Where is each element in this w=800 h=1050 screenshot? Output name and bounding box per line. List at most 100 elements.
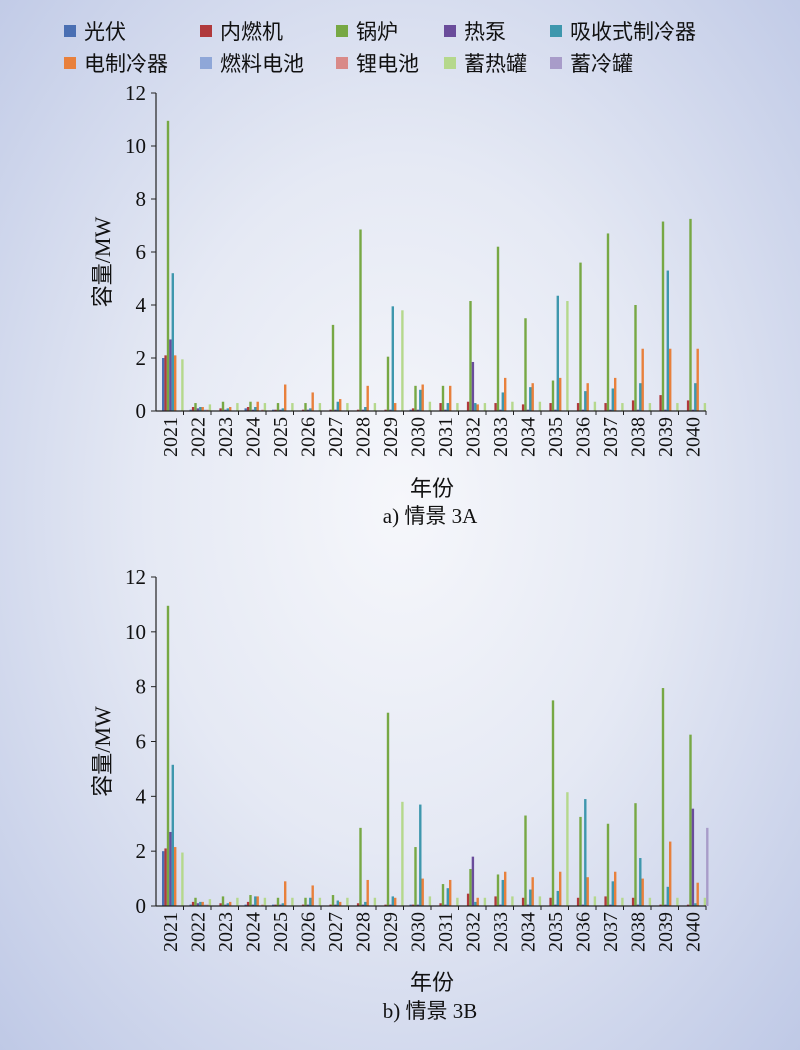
legend-item-heat-storage-tank: 蓄热罐 — [444, 48, 527, 78]
y-tick-label: 6 — [136, 730, 147, 754]
legend-swatch-cold-storage-tank — [550, 57, 562, 69]
x-tick-label: 2024 — [242, 417, 264, 457]
bar-boiler-2036 — [579, 262, 582, 411]
x-tick-label: 2031 — [435, 417, 457, 457]
bar-absorption-chiller-2031 — [446, 888, 449, 906]
bar-boiler-2032 — [469, 868, 472, 906]
bar-absorption-chiller-2040 — [694, 383, 697, 411]
bar-fuel-cell-2022 — [203, 409, 207, 411]
bar-heat-storage-tank-2024 — [263, 403, 267, 411]
bar-ice-2025 — [274, 409, 277, 411]
bar-ice-2033 — [494, 403, 497, 411]
chart-caption: a) 情景 3A — [383, 504, 478, 528]
x-tick-label: 2028 — [352, 912, 374, 952]
bar-boiler-2022 — [194, 403, 197, 411]
legend-label-boiler: 锅炉 — [356, 20, 398, 44]
bar-heat-pump-2022 — [196, 408, 200, 411]
bar-ice-2021 — [164, 355, 167, 411]
bar-boiler-2038 — [634, 803, 637, 906]
legend-item-li-battery: 锂电池 — [336, 48, 419, 78]
bar-ice-2040 — [686, 904, 690, 906]
bar-ice-2024 — [246, 407, 250, 411]
bar-absorption-chiller-2036 — [584, 391, 587, 412]
bar-boiler-2027 — [331, 895, 335, 906]
legend-label-fuel-cell: 燃料电池 — [220, 52, 304, 76]
bar-heat-storage-tank-2038 — [648, 897, 652, 906]
bar-heat-pump-2031 — [444, 904, 447, 906]
bar-electric-chiller-2035 — [559, 377, 562, 412]
bar-ice-2030 — [411, 408, 415, 411]
bar-heat-pump-2021 — [169, 339, 172, 411]
bar-ice-2034 — [521, 404, 525, 412]
bar-electric-chiller-2040 — [696, 882, 699, 906]
bar-ice-2030 — [411, 904, 415, 906]
bar-pv-2024 — [244, 904, 247, 906]
bar-absorption-chiller-2033 — [501, 879, 504, 906]
x-tick-label: 2032 — [462, 912, 484, 952]
bar-electric-chiller-2034 — [531, 383, 534, 411]
bar-ice-2023 — [219, 903, 222, 906]
x-tick-label: 2035 — [545, 912, 567, 952]
bar-heat-storage-tank-2027 — [346, 403, 349, 411]
bar-electric-chiller-2037 — [614, 871, 617, 906]
bar-ice-2024 — [246, 901, 250, 906]
bar-heat-storage-tank-2036 — [593, 896, 597, 906]
bar-heat-storage-tank-2033 — [511, 896, 514, 906]
bar-heat-storage-tank-2035 — [566, 792, 569, 906]
bar-heat-pump-2037 — [609, 409, 612, 411]
x-tick-label: 2037 — [600, 912, 622, 952]
bar-heat-pump-2040 — [691, 409, 695, 411]
bar-electric-chiller-2038 — [641, 878, 644, 906]
bar-electric-chiller-2028 — [366, 879, 369, 906]
legend-item-boiler: 锅炉 — [336, 16, 398, 46]
bar-heat-storage-tank-2033 — [511, 401, 514, 411]
bar-absorption-chiller-2040 — [694, 903, 697, 906]
x-tick-label: 2022 — [187, 912, 209, 952]
x-tick-label: 2032 — [462, 417, 484, 457]
bar-absorption-chiller-2039 — [666, 270, 669, 411]
bar-absorption-chiller-2024 — [254, 407, 257, 411]
legend-swatch-pv — [64, 25, 76, 37]
x-tick-label: 2023 — [215, 912, 237, 952]
bar-heat-storage-tank-2021 — [181, 852, 184, 906]
bar-heat-pump-2021 — [169, 831, 172, 906]
bar-heat-storage-tank-2040 — [703, 403, 707, 411]
bar-boiler-2021 — [166, 120, 170, 411]
x-tick-label: 2028 — [352, 417, 374, 457]
x-tick-label: 2040 — [682, 417, 704, 457]
bar-absorption-chiller-2025 — [281, 903, 284, 906]
chart-caption: b) 情景 3B — [383, 999, 478, 1023]
bar-ice-2036 — [576, 897, 580, 906]
bar-ice-2028 — [356, 903, 360, 906]
bar-heat-pump-2027 — [334, 409, 337, 411]
bar-fuel-cell-2022 — [203, 904, 207, 906]
bar-absorption-chiller-2022 — [199, 407, 202, 411]
x-tick-label: 2025 — [270, 912, 292, 952]
bar-heat-storage-tank-2029 — [401, 801, 404, 906]
x-tick-label: 2024 — [242, 912, 264, 952]
bar-heat-storage-tank-2022 — [208, 899, 212, 906]
bar-heat-storage-tank-2037 — [621, 403, 624, 411]
bar-boiler-2035 — [551, 380, 555, 411]
bar-ice-2037 — [604, 403, 607, 411]
bar-heat-storage-tank-2039 — [676, 897, 679, 906]
legend-label-ice: 内燃机 — [220, 20, 283, 44]
bar-heat-storage-tank-2026 — [318, 897, 322, 906]
bar-ice-2035 — [549, 897, 552, 906]
bar-heat-storage-tank-2034 — [538, 896, 542, 906]
bar-heat-storage-tank-2026 — [318, 403, 322, 411]
bar-boiler-2040 — [689, 734, 692, 906]
x-tick-label: 2031 — [435, 912, 457, 952]
bar-heat-pump-2025 — [279, 409, 282, 411]
bar-boiler-2029 — [386, 356, 390, 411]
bar-heat-storage-tank-2040 — [703, 897, 707, 906]
bar-ice-2027 — [329, 409, 332, 411]
bar-heat-storage-tank-2021 — [181, 359, 184, 411]
bar-pv-2021 — [162, 358, 165, 411]
x-tick-label: 2038 — [627, 417, 649, 457]
bar-electric-chiller-2031 — [449, 385, 452, 411]
bar-ice-2029 — [384, 904, 387, 906]
bar-absorption-chiller-2028 — [364, 901, 367, 906]
